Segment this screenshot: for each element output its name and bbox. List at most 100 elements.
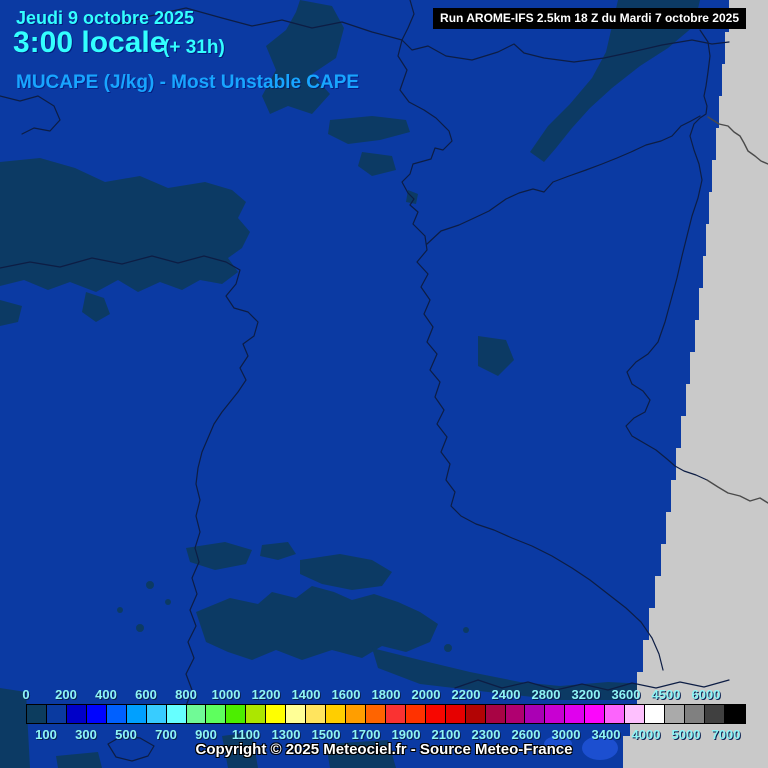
legend-tick-label: 1600 [331,687,361,702]
legend-tick-label: 2300 [471,727,501,742]
cape-patch [326,740,396,768]
legend-cell [525,705,546,723]
legend-cell [27,705,47,723]
legend-tick-label: 1400 [291,687,321,702]
country-borders [0,0,730,762]
border-line [0,255,259,707]
border-line [107,735,155,762]
cape-patch [117,607,123,613]
legend-tick-label: 2400 [491,687,521,702]
legend-cell [126,705,147,723]
border-line [117,7,730,63]
legend-tick-label: 400 [95,687,117,702]
legend-tick-label: 200 [55,687,77,702]
legend-cell [286,705,307,723]
cape-patch [530,0,700,162]
legend-cell [465,705,486,723]
model-run-badge: Run AROME-IFS 2.5km 18 Z du Mardi 7 octo… [433,8,746,29]
legend-tick-label: 1900 [391,727,421,742]
legend-cell [86,705,107,723]
copyright-notice: Copyright © 2025 Meteociel.fr - Source M… [195,741,573,758]
border-line [426,115,701,245]
legend-tick-label: 1700 [351,727,381,742]
legend-tick-label: 4500 [651,687,681,702]
cape-blob [582,736,618,760]
cape-patch [478,336,514,376]
border-line [454,679,730,691]
cape-patch [165,599,171,605]
legend-cell [246,705,267,723]
forecast-offset-label: (+ 31h) [163,37,225,58]
cape-patch [222,732,258,768]
legend-tick-label: 500 [115,727,137,742]
border-line [625,29,711,481]
legend-cell [146,705,167,723]
legend-tick-label: 2800 [531,687,561,702]
legend-cell [724,705,745,723]
cape-patch [444,644,452,652]
legend-cell [485,705,506,723]
legend-cell [106,705,127,723]
legend-tick-label: 6000 [691,687,721,702]
cape-patch [358,152,396,176]
legend-top-labels: 0 200 400 600 800 1000 1200 1400 1600 1800 2000 220… [22,687,746,702]
legend-tick-label: 3000 [551,727,581,742]
legend-cell [565,705,586,723]
cape-patch [0,300,22,326]
legend-tick-label: 1300 [271,727,301,742]
legend-tick-label: 3200 [571,687,601,702]
legend-cell [226,705,247,723]
legend-tick-label: 1000 [211,687,241,702]
cape-patch [0,688,30,768]
legend-tick-label: 300 [75,727,97,742]
legend-cell [684,705,705,723]
cape-patch [0,158,250,292]
cape-patch [463,627,469,633]
legend-cell [266,705,287,723]
legend-tick-label: 800 [175,687,197,702]
cape-patch [300,554,392,590]
cape-patch [262,0,344,114]
legend-tick-label: 2600 [511,727,541,742]
legend-tick-label: 1100 [231,727,261,742]
local-time-label: 3:00 locale [13,26,167,59]
legend-cell [585,705,606,723]
legend-tick-label: 4000 [631,727,661,742]
legend-tick-label: 3400 [591,727,621,742]
legend-cell [425,705,446,723]
legend-cell [206,705,227,723]
legend-tick-label: 2000 [411,687,441,702]
legend-bar [26,704,746,724]
legend-tick-label: 600 [135,687,157,702]
border-line [401,0,415,41]
parameter-title: MUCAPE (J/kg) - Most Unstable CAPE [16,72,360,93]
legend-cell [545,705,566,723]
legend-cell [704,705,725,723]
legend-cell [445,705,466,723]
cape-low-patches [0,0,700,768]
legend-tick-label: 1800 [371,687,401,702]
legend-cell [405,705,426,723]
border-line-gray [706,479,768,504]
legend-cell [605,705,626,723]
legend-cell [625,705,646,723]
legend-tick-label: 5000 [671,727,701,742]
legend-tick-label: 100 [35,727,57,742]
legend-tick-label: 2200 [451,687,481,702]
cape-patch [186,542,252,570]
color-scale-legend: 0 200 400 600 800 1000 1200 1400 1600 1800 2000 220… [22,687,746,742]
legend-cell [505,705,526,723]
cape-blob [544,736,572,752]
legend-cell [346,705,366,723]
legend-cell [365,705,386,723]
legend-cell [166,705,187,723]
borders-outside-domain [706,116,768,504]
legend-cell [326,705,346,723]
cape-patch [260,542,296,560]
cape-patch [196,586,438,660]
legend-tick-label: 7000 [711,727,741,742]
cape-patch [82,292,110,322]
legend-cell [186,705,207,723]
cape-patch [146,581,154,589]
